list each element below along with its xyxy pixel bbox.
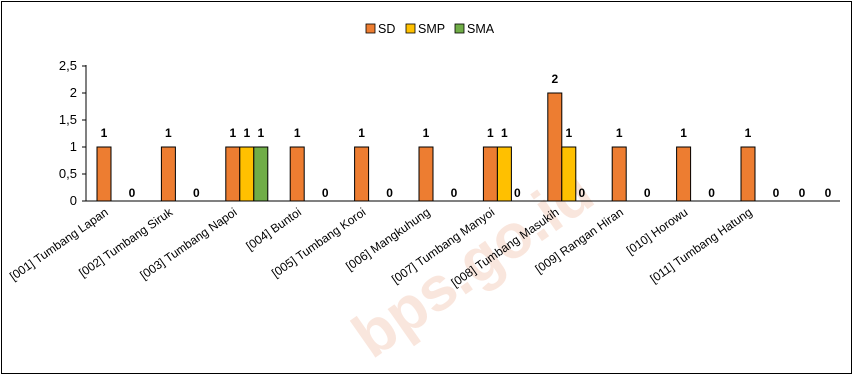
x-tick-label: [010] Horowu	[624, 205, 690, 257]
data-label-zero: 0	[825, 186, 832, 200]
legend: SD SMP SMA	[365, 22, 495, 36]
data-label-zero: 0	[644, 186, 651, 200]
data-label: 1	[257, 126, 264, 140]
data-label-zero: 0	[578, 186, 585, 200]
data-label-zero: 0	[773, 186, 780, 200]
legend-label-smp: SMP	[418, 22, 445, 36]
data-label-zero: 0	[193, 186, 200, 200]
bar-sd	[225, 146, 241, 202]
data-label: 1	[616, 126, 623, 140]
data-label: 2	[551, 72, 558, 86]
data-label: 1	[294, 126, 301, 140]
y-tick-label: 1,5	[59, 112, 77, 127]
bar-sd	[676, 146, 692, 202]
bar-sd	[418, 146, 434, 202]
data-label-zero: 0	[386, 186, 393, 200]
y-tick-label: 1	[70, 139, 77, 154]
data-label: 1	[745, 126, 752, 140]
data-label: 1	[501, 126, 508, 140]
data-label-zero: 0	[799, 186, 806, 200]
bar-sd	[611, 146, 627, 202]
data-label-zero: 0	[322, 186, 329, 200]
y-axis: 0 0,5 1 1,5 2 2,5	[59, 58, 87, 208]
data-label-zero: 0	[451, 186, 458, 200]
data-label: 1	[487, 126, 494, 140]
data-label: 1	[358, 126, 365, 140]
data-label: 1	[229, 126, 236, 140]
bar-smp	[496, 146, 512, 202]
legend-swatch-smp	[405, 23, 416, 34]
data-label-zero: 0	[129, 186, 136, 200]
legend-label-sd: SD	[378, 22, 395, 36]
bar-sd	[160, 146, 176, 202]
data-label: 1	[423, 126, 430, 140]
legend-swatch-sma	[454, 23, 465, 34]
bar-sd	[740, 146, 756, 202]
bar-sd	[289, 146, 305, 202]
bar-sd	[96, 146, 112, 202]
data-label-zero: 0	[514, 186, 521, 200]
data-label: 1	[101, 126, 108, 140]
bar-sd	[482, 146, 498, 202]
bar-smp	[239, 146, 255, 202]
data-label: 1	[165, 126, 172, 140]
data-label-zero: 0	[708, 186, 715, 200]
y-tick-label: 0,5	[59, 166, 77, 181]
bar-sd	[547, 92, 563, 202]
x-tick-label: [004] Buntoi	[243, 205, 304, 253]
legend-label-sma: SMA	[467, 22, 495, 36]
y-tick-label: 2	[70, 85, 77, 100]
bars	[96, 92, 756, 202]
data-label: 1	[680, 126, 687, 140]
y-tick-label: 0	[70, 193, 77, 208]
data-label: 1	[565, 126, 572, 140]
legend-swatch-sd	[365, 23, 376, 34]
data-label: 1	[243, 126, 250, 140]
y-tick-label: 2,5	[59, 58, 77, 73]
bar-sma	[253, 146, 269, 202]
bar-smp	[561, 146, 577, 202]
bar-sd	[354, 146, 370, 202]
